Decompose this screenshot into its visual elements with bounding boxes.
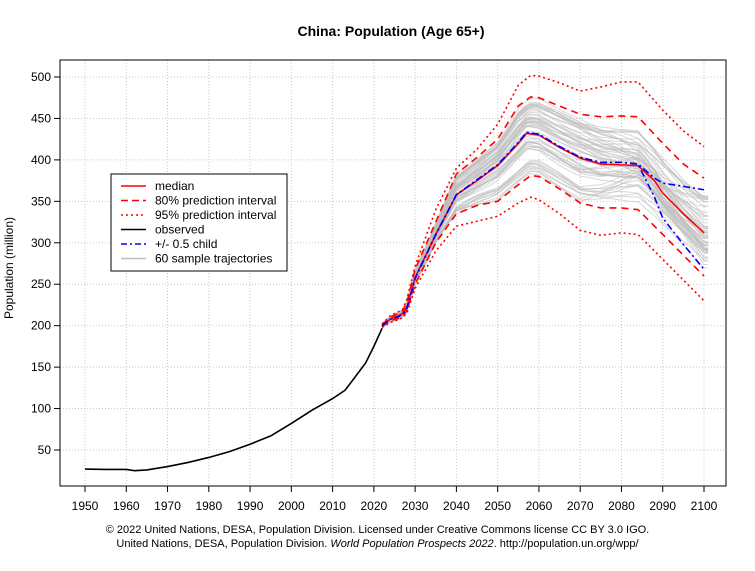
y-axis-label: Population (million) — [2, 217, 16, 319]
pi80-upper-line — [381, 96, 705, 326]
sample-trajectory — [381, 131, 709, 327]
citation-prefix: United Nations, DESA, Population Divisio… — [116, 538, 331, 550]
citation-url: . http://population.un.org/wpp/ — [493, 538, 639, 550]
x-tick-label: 2040 — [443, 499, 470, 513]
y-tick-label: 150 — [31, 360, 51, 374]
sample-trajectory — [381, 145, 709, 328]
x-tick-label: 2020 — [361, 499, 388, 513]
pi95-lower-line — [381, 196, 705, 329]
y-tick-label: 400 — [31, 153, 51, 167]
sample-trajectory — [381, 172, 709, 329]
sample-trajectory — [381, 162, 709, 327]
x-tick-label: 1990 — [237, 499, 264, 513]
x-tick-label: 2070 — [567, 499, 594, 513]
x-tick-label: 2010 — [319, 499, 346, 513]
legend-label: 60 sample trajectories — [155, 252, 272, 266]
x-tick-label: 2000 — [278, 499, 305, 513]
legend-label: median — [155, 179, 194, 193]
y-tick-label: 200 — [31, 319, 51, 333]
x-tick-label: 1970 — [154, 499, 181, 513]
legend-label: +/- 0.5 child — [155, 237, 217, 251]
x-tick-label: 2100 — [691, 499, 718, 513]
sample-trajectory — [381, 103, 709, 326]
sample-trajectory — [381, 167, 709, 328]
sample-trajectory — [381, 114, 709, 324]
x-tick-label: 2060 — [526, 499, 553, 513]
copyright-line: © 2022 United Nations, DESA, Population … — [105, 524, 650, 536]
x-tick-label: 1980 — [195, 499, 222, 513]
y-tick-label: 250 — [31, 277, 51, 291]
series-lines — [84, 74, 705, 472]
y-tick-label: 500 — [31, 70, 51, 84]
y-tick-label: 450 — [31, 111, 51, 125]
sample-trajectory — [381, 103, 709, 326]
plot-frame — [59, 59, 727, 487]
citation-title: World Population Prospects 2022 — [330, 538, 494, 550]
x-tick-label: 1950 — [72, 499, 99, 513]
y-tick-label: 300 — [31, 236, 51, 250]
x-tick-label: 1960 — [113, 499, 140, 513]
sample-trajectory — [381, 120, 709, 326]
x-tick-label: 2090 — [649, 499, 676, 513]
legend-label: 80% prediction interval — [155, 194, 276, 208]
child-lower-line — [381, 131, 705, 327]
pi95-upper-line — [381, 74, 705, 325]
y-tick-label: 50 — [38, 443, 52, 457]
median-line — [381, 132, 705, 327]
axes: 1950 1960 1970 1980 1990 2000 2010 2020 2030 2040… — [31, 70, 718, 513]
sample-trajectory — [381, 134, 709, 328]
grid — [60, 60, 726, 486]
legend-label: 95% prediction interval — [155, 208, 276, 222]
observed-line — [84, 327, 383, 472]
x-tick-label: 2030 — [402, 499, 429, 513]
citation-line: United Nations, DESA, Population Divisio… — [0, 538, 755, 550]
x-tick-label: 2080 — [608, 499, 635, 513]
x-tick-label: 2050 — [484, 499, 511, 513]
y-tick-label: 350 — [31, 194, 51, 208]
legend-label: observed — [155, 223, 204, 237]
sample-trajectories — [381, 97, 709, 329]
y-tick-label: 100 — [31, 402, 51, 416]
sample-trajectory — [381, 118, 709, 327]
chart-title: China: Population (Age 65+) — [297, 23, 484, 39]
sample-trajectory — [381, 130, 709, 328]
pi80-lower-line — [381, 174, 705, 328]
